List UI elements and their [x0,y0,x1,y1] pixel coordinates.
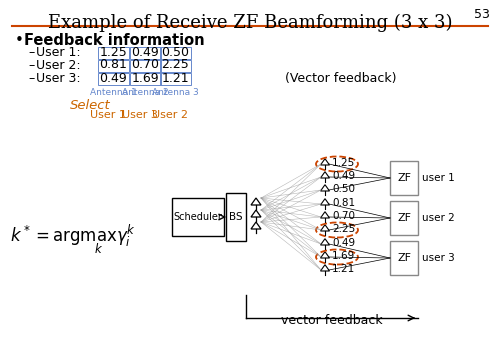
Text: 1.25: 1.25 [100,46,128,59]
Text: user 2: user 2 [422,213,455,223]
Text: 0.50: 0.50 [332,184,355,194]
Text: Antenna 3: Antenna 3 [152,88,198,97]
Text: 0.49: 0.49 [132,46,160,59]
Polygon shape [320,252,330,258]
Bar [130,47,161,59]
Text: –: – [28,46,34,59]
Text: Select: Select [70,99,111,112]
Polygon shape [251,210,261,217]
Text: 0.81: 0.81 [100,59,128,72]
Text: BS: BS [229,212,243,222]
Bar [390,161,418,195]
Text: 53: 53 [474,8,490,21]
Text: User 3: User 3 [122,110,158,120]
Text: User 3:: User 3: [36,72,80,85]
Text: –: – [28,59,34,72]
Bar [390,201,418,235]
Polygon shape [320,185,330,191]
Polygon shape [320,159,330,165]
Bar [160,47,191,59]
Text: (Vector feedback): (Vector feedback) [285,72,397,85]
Text: ZF: ZF [397,253,411,263]
Polygon shape [251,222,261,229]
Bar [160,60,191,72]
Bar [98,47,129,59]
Text: 0.50: 0.50 [162,46,190,59]
Polygon shape [320,265,330,271]
Text: –: – [28,72,34,85]
Text: 0.70: 0.70 [132,59,160,72]
Bar [390,241,418,275]
Polygon shape [320,199,330,205]
Polygon shape [320,172,330,178]
Polygon shape [320,239,330,245]
Text: 1.69: 1.69 [332,251,355,261]
Text: 0.49: 0.49 [332,238,355,248]
Text: Example of Receive ZF Beamforming (3 x 3): Example of Receive ZF Beamforming (3 x 3… [48,14,452,32]
Text: user 3: user 3 [422,253,455,263]
Polygon shape [320,212,330,218]
Text: 2.25: 2.25 [162,59,190,72]
Bar [172,198,224,236]
Text: 0.49: 0.49 [332,171,355,181]
Text: user 1: user 1 [422,173,455,183]
Text: 0.49: 0.49 [100,72,128,84]
Text: •: • [15,33,24,48]
Text: 1.21: 1.21 [332,264,355,274]
Text: 1.25: 1.25 [332,158,355,168]
Text: Antenna 2: Antenna 2 [122,88,168,97]
Text: 0.81: 0.81 [332,198,355,208]
Text: 1.69: 1.69 [132,72,160,84]
Bar [160,72,191,84]
Text: Antenna 1: Antenna 1 [90,88,136,97]
Bar [226,193,246,241]
Bar [130,72,161,84]
Text: ZF: ZF [397,173,411,183]
Text: Scheduler: Scheduler [174,212,222,222]
Text: 0.70: 0.70 [332,211,355,221]
Text: vector feedback: vector feedback [281,314,383,327]
Text: Feedback information: Feedback information [24,33,204,48]
Bar [98,60,129,72]
Text: ZF: ZF [397,213,411,223]
Text: User 2: User 2 [152,110,188,120]
Text: 2.25: 2.25 [332,224,355,234]
Polygon shape [251,198,261,205]
Text: User 1: User 1 [90,110,126,120]
Text: User 1:: User 1: [36,46,80,59]
Text: User 2:: User 2: [36,59,80,72]
Text: $k^* = \mathrm{arg}\max_{k} \gamma_i^k$: $k^* = \mathrm{arg}\max_{k} \gamma_i^k$ [10,223,136,257]
Text: 1.21: 1.21 [162,72,190,84]
Bar [98,72,129,84]
Polygon shape [320,225,330,231]
Bar [130,60,161,72]
